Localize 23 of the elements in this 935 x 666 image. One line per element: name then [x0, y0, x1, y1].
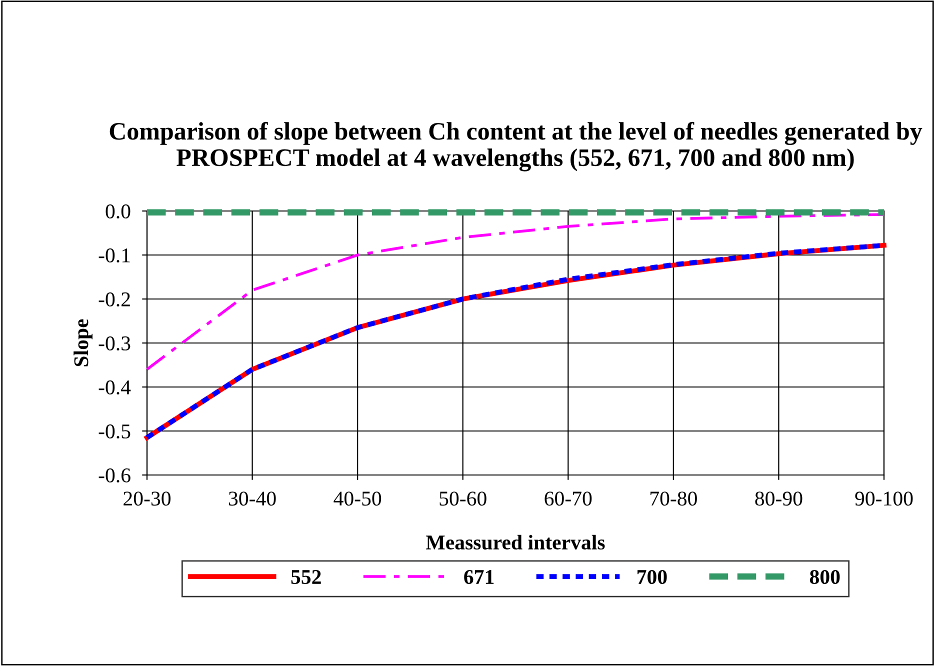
legend-label: 671: [464, 570, 494, 584]
y-tick-label: -0.5: [98, 424, 130, 439]
y-tick-label: 0.0: [106, 204, 130, 219]
y-tick-label: -0.3: [98, 336, 130, 351]
x-tick-label: 50-60: [440, 492, 486, 506]
y-tick-label: -0.2: [98, 292, 130, 307]
x-axis-title: Meassured intervals: [426, 534, 605, 550]
x-tick-label: 80-90: [755, 492, 802, 506]
x-tick-label: 20-30: [124, 492, 171, 506]
y-tick-label: -0.1: [98, 248, 130, 263]
legend-label: 700: [638, 570, 667, 584]
x-tick-label: 60-70: [544, 492, 592, 506]
legend-label: 800: [810, 570, 840, 584]
y-tick-label: -0.4: [98, 380, 131, 395]
x-tick-label: 70-80: [650, 492, 697, 506]
legend-label: 552: [291, 570, 321, 584]
x-tick-label: 90-100: [855, 492, 913, 506]
line-series: [146, 213, 886, 371]
y-axis-title: Slope: [74, 319, 92, 366]
x-tick-label: 40-50: [334, 492, 382, 506]
x-tick-label: 30-40: [228, 492, 276, 506]
y-tick-label: -0.6: [98, 468, 130, 483]
chart-title: Comparison of slope between Ch content at the level of needles generated by PROSPECT model at 4 wavelengths (552, 671, 700 and 800 nm): [110, 122, 922, 172]
